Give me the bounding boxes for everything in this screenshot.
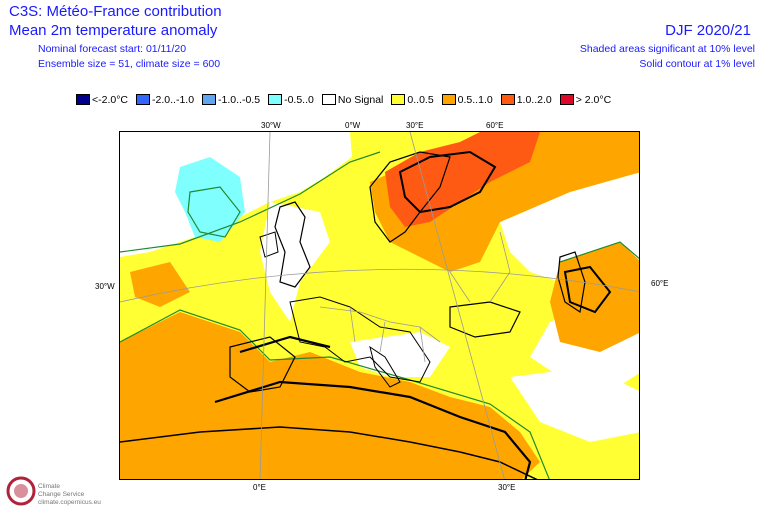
legend-swatch	[321, 94, 336, 105]
ensemble-size-label: Ensemble size = 51, climate size = 600	[38, 58, 221, 70]
cyan-atlantic-area	[175, 157, 245, 242]
grid-label-left-30w: 30°W	[95, 282, 115, 291]
legend-swatch	[500, 94, 515, 105]
legend-swatch	[559, 94, 574, 105]
legend-item-1-2: 1.0..2.0	[500, 93, 552, 106]
green-contour-cyan	[187, 186, 241, 238]
legend-swatch	[76, 94, 90, 105]
green-contour-east	[559, 241, 639, 263]
coastline-north-africa	[120, 426, 538, 479]
legend-label: 0.5..1.0	[457, 93, 493, 106]
logo-core	[14, 484, 28, 498]
green-contour-north	[120, 151, 381, 253]
coastline-scandinavia	[369, 151, 451, 243]
logo-text: Climate Change Service climate.copernicu…	[38, 483, 101, 507]
legend-label: 1.0..2.0	[516, 93, 552, 106]
legend-swatch	[391, 94, 406, 105]
legend-item-no-signal: No Signal	[321, 93, 384, 106]
legend-swatch	[202, 94, 217, 105]
grid-label-top-30e: 30°E	[406, 121, 424, 130]
coastline-italy	[369, 345, 401, 388]
legend-item-minus1-minus05: -1.0..-0.5	[202, 94, 260, 106]
legend-item-lt-minus2: <-2.0°C	[76, 94, 128, 106]
coastline-ireland	[259, 231, 279, 258]
coastline-caspian-sea	[557, 251, 586, 314]
orange-caspian	[550, 242, 639, 352]
legend-label: <-2.0°C	[92, 93, 129, 106]
grid-label-right-60e: 60°E	[651, 279, 669, 288]
grid-label-bottom-0e: 0°E	[253, 483, 266, 492]
significance-note: Shaded areas significant at 10% level	[579, 43, 755, 55]
legend-label: -2.0..-1.0	[152, 93, 195, 106]
green-contour-south	[120, 309, 550, 479]
legend-item-05-1: 0.5..1.0	[441, 93, 493, 106]
contour-note: Solid contour at 1% level	[639, 58, 755, 70]
grid-label-top-30w: 30°W	[261, 121, 281, 130]
legend-label: 0..0.5	[407, 93, 434, 106]
legend: <-2.0°C -2.0..-1.0 -1.0..-0.5 -0.5..0 No…	[76, 92, 619, 107]
chart-subtitle: Mean 2m temperature anomaly	[9, 22, 218, 39]
legend-item-gt-2: > 2.0°C	[559, 93, 612, 106]
copernicus-logo	[6, 476, 36, 506]
meridian-0	[259, 132, 271, 479]
chart-title: C3S: Météo-France contribution	[9, 3, 222, 20]
legend-label: > 2.0°C	[575, 93, 612, 106]
legend-label: -0.5..0	[284, 93, 314, 106]
legend-swatch	[268, 94, 283, 105]
legend-item-0-05: 0..0.5	[391, 93, 434, 106]
country-borders	[319, 231, 511, 363]
black-contour-caspian	[563, 265, 612, 314]
parallel-line	[120, 268, 639, 303]
legend-swatch	[441, 94, 456, 105]
black-contour-mediterranean	[214, 380, 532, 479]
logo-line1: Climate	[38, 483, 61, 490]
anomaly-map	[119, 131, 640, 480]
legend-label: -1.0..-0.5	[218, 93, 261, 106]
red-scandinavia-kola	[385, 132, 540, 227]
orange-south-atlantic-mediterranean	[120, 312, 540, 479]
forecast-start-label: Nominal forecast start: 01/11/20	[38, 43, 187, 55]
meridian-30e	[409, 132, 505, 479]
no-signal-black-sea-east	[510, 367, 639, 442]
orange-mid-atlantic	[130, 262, 190, 307]
legend-item-minus2-minus1: -2.0..-1.0	[136, 94, 194, 106]
anomaly-map-svg	[120, 132, 639, 479]
grid-label-top-0w: 0°W	[345, 121, 361, 130]
coastline-britain	[274, 201, 311, 288]
grid-label-bottom-30e: 30°E	[498, 483, 516, 492]
logo-line2: Change Service	[38, 491, 85, 498]
logo-ring	[6, 476, 36, 506]
legend-swatch	[136, 94, 151, 105]
coastline-iberia	[229, 336, 296, 393]
black-contour-iberia	[239, 335, 331, 354]
logo-line3: climate.copernicus.eu	[38, 499, 101, 506]
legend-label: No Signal	[337, 93, 384, 106]
grid-label-top-60e: 60°E	[486, 121, 504, 130]
season-label: DJF 2020/21	[665, 22, 751, 39]
legend-item-minus05-0: -0.5..0	[268, 94, 314, 106]
